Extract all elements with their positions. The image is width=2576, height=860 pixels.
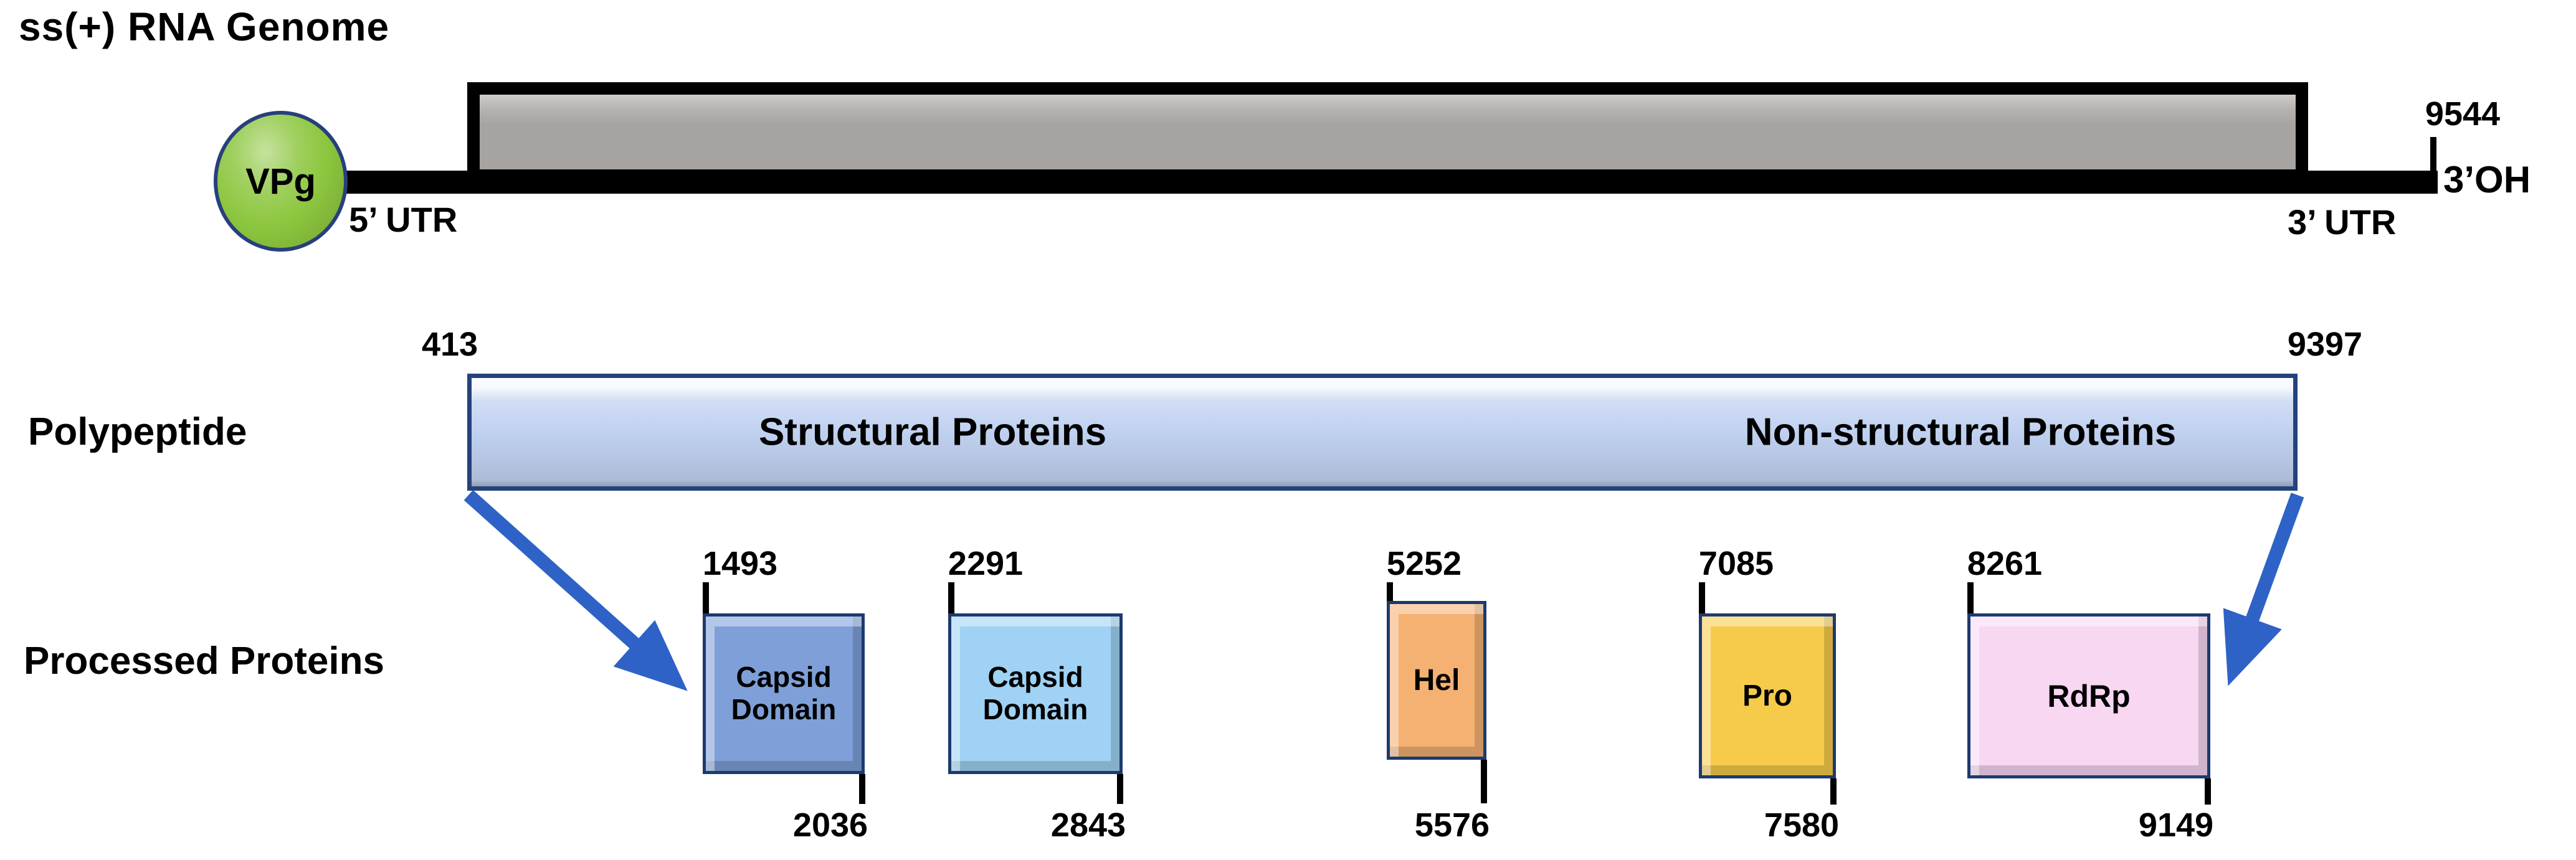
protein-box-label: RdRp bbox=[2047, 678, 2131, 714]
protein-start-tick bbox=[1699, 582, 1705, 613]
genome-end-tick bbox=[2430, 137, 2436, 172]
structural-proteins-label: Structural Proteins bbox=[758, 410, 1107, 454]
three-oh-label: 3’OH bbox=[2443, 159, 2531, 201]
vpg-protein-circle: VPg bbox=[214, 111, 348, 252]
five-utr-label: 5’ UTR bbox=[349, 200, 458, 239]
polypeptide-end-position: 9397 bbox=[2287, 326, 2363, 363]
nonstructural-proteins-label: Non-structural Proteins bbox=[1744, 410, 2177, 454]
protein-start-position: 2291 bbox=[948, 545, 1024, 582]
protein-box-label: Capsid Domain bbox=[731, 661, 837, 725]
genome-end-position: 9544 bbox=[2425, 95, 2501, 133]
protein-end-position: 2843 bbox=[1050, 806, 1126, 844]
protein-end-tick bbox=[2205, 778, 2211, 805]
polyprotein-bar: Structural Proteins Non-structural Prote… bbox=[467, 374, 2298, 491]
protein-end-position: 5576 bbox=[1414, 806, 1490, 844]
protein-start-tick bbox=[1387, 582, 1393, 602]
protein-box-rdrp: RdRp bbox=[1967, 613, 2210, 778]
protein-end-position: 7580 bbox=[1764, 806, 1840, 844]
vpg-label: VPg bbox=[245, 161, 316, 202]
three-utr-label: 3’ UTR bbox=[2288, 202, 2397, 242]
protein-end-tick bbox=[859, 774, 865, 804]
protein-box-label: Hel bbox=[1413, 663, 1460, 697]
rna-genome-line bbox=[280, 171, 2438, 194]
protein-end-position: 2036 bbox=[792, 806, 868, 844]
polypeptide-start-position: 413 bbox=[421, 326, 478, 363]
cleavage-arrow-left bbox=[463, 489, 688, 691]
protein-start-position: 7085 bbox=[1698, 545, 1774, 582]
protein-box-pro: Pro bbox=[1699, 613, 1836, 778]
protein-box-hel: Hel bbox=[1387, 601, 1486, 760]
protein-box-capsid-domain-2: Capsid Domain bbox=[948, 613, 1123, 774]
protein-end-tick bbox=[1830, 778, 1837, 805]
protein-start-position: 8261 bbox=[1967, 545, 2043, 582]
diagram-title: ss(+) RNA Genome bbox=[19, 4, 390, 49]
protein-end-tick bbox=[1117, 774, 1123, 804]
protein-start-tick bbox=[948, 582, 954, 613]
protein-start-position: 5252 bbox=[1386, 545, 1462, 582]
protein-box-label: Pro bbox=[1742, 679, 1792, 712]
protein-start-tick bbox=[1967, 582, 1974, 613]
protein-box-label: Capsid Domain bbox=[982, 661, 1088, 725]
protein-end-position: 9149 bbox=[2138, 806, 2214, 844]
cleavage-arrow-right bbox=[2223, 493, 2304, 686]
protein-start-position: 1493 bbox=[702, 545, 778, 582]
processed-proteins-row-label: Processed Proteins bbox=[24, 640, 384, 683]
protein-start-tick bbox=[703, 582, 709, 613]
protein-box-capsid-domain-1: Capsid Domain bbox=[703, 613, 865, 774]
polypeptide-row-label: Polypeptide bbox=[28, 410, 247, 453]
protein-end-tick bbox=[1481, 760, 1487, 803]
